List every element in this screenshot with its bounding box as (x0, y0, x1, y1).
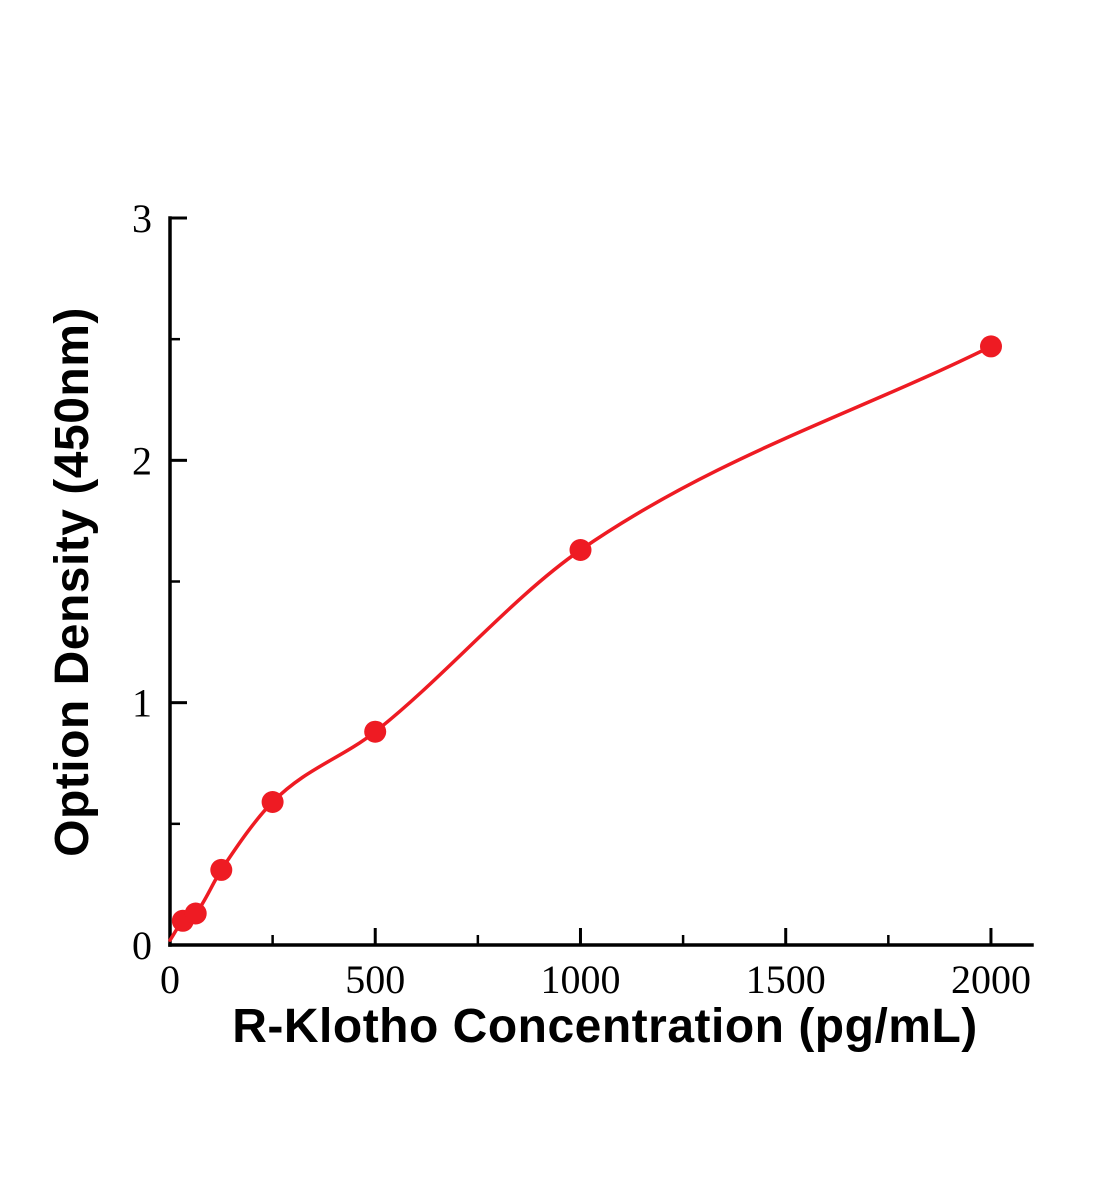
x-tick-label: 500 (345, 957, 405, 1002)
x-tick-label: 1000 (540, 957, 620, 1002)
y-tick-label: 1 (132, 681, 152, 726)
y-axis-title: Option Density (450nm) (46, 307, 99, 857)
x-tick-label: 2000 (951, 957, 1031, 1002)
fit-curve (168, 344, 993, 942)
data-point (364, 720, 387, 743)
data-point (980, 335, 1002, 358)
data-point (569, 539, 592, 561)
data-point (261, 791, 284, 813)
data-point (184, 902, 207, 925)
data-point (210, 858, 233, 881)
y-tick-label: 0 (132, 923, 152, 968)
x-tick-label: 1500 (746, 957, 826, 1002)
x-tick-label: 0 (160, 957, 180, 1002)
y-tick-label: 2 (132, 438, 152, 483)
x-axis-title: R-Klotho Concentration (pg/mL) (232, 1000, 978, 1053)
y-tick-label: 3 (132, 196, 152, 241)
plot-area: 0 1 2 3 0 500 1000 1500 2000 (132, 196, 1034, 1002)
